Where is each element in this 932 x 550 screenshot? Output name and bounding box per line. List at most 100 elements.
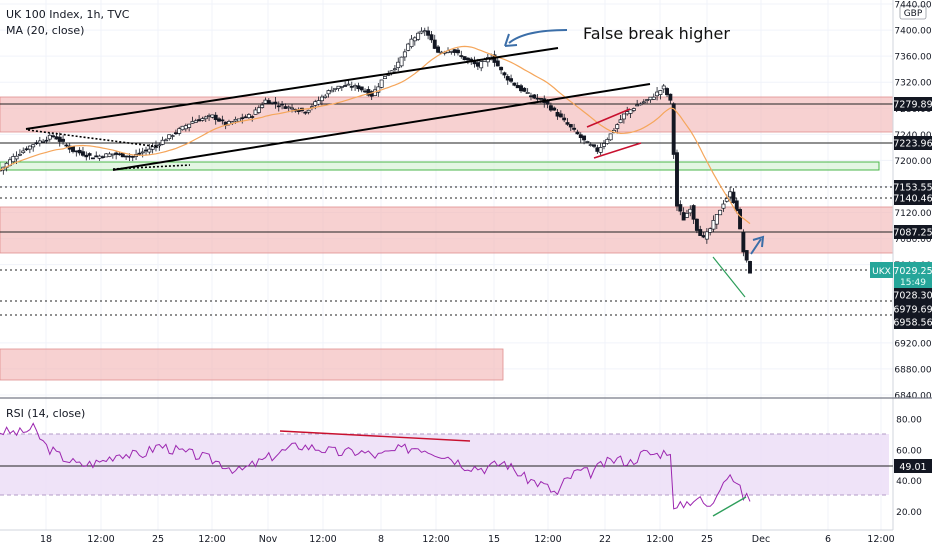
price-tick-label: 6880.00 (894, 365, 931, 375)
zone-lower (0, 348, 504, 381)
candle-body (529, 95, 533, 98)
level-tag-label: 7140.46 (893, 194, 932, 205)
candle-body (449, 50, 454, 53)
candle-body (124, 155, 129, 158)
candle-body (694, 218, 699, 231)
flag-upper-line[interactable] (586, 108, 631, 128)
candle-body (263, 99, 268, 104)
candle-body (253, 109, 258, 115)
time-tick-label: 15 (488, 534, 500, 545)
candle-body (621, 113, 626, 120)
candle-body (17, 153, 22, 156)
candle-body (671, 103, 676, 155)
candle-body (114, 152, 119, 155)
candle-body (519, 85, 523, 92)
candle-body (51, 135, 56, 138)
candle-body (104, 153, 109, 158)
candle-body (429, 34, 434, 41)
candle-body (157, 144, 162, 147)
candle-body (618, 119, 623, 124)
candle-body (356, 85, 361, 90)
candle-body (615, 124, 620, 129)
candle-body (714, 214, 719, 225)
time-tick-label: 12:00 (646, 534, 673, 545)
time-tick-label: 25 (152, 534, 164, 545)
time-tick-label: 12:00 (198, 534, 225, 545)
level-tag-label: 6958.56 (893, 318, 932, 329)
time-tick-label: 12:00 (87, 534, 114, 545)
level-tag-label: 7223.96 (893, 139, 932, 150)
candle-body (203, 116, 208, 120)
candle-body (598, 147, 603, 153)
candle-body (359, 86, 364, 91)
candle-body (180, 125, 185, 131)
annotation-text: False break higher (583, 24, 730, 43)
candle-body (575, 131, 580, 135)
candle-body (117, 153, 122, 156)
candle-body (522, 87, 527, 92)
price-divergence-line[interactable] (712, 256, 746, 298)
ma-label: MA (20, close) (6, 24, 84, 37)
flag-lower-line[interactable] (593, 142, 642, 159)
candle-body (77, 149, 82, 154)
candle-body (535, 97, 540, 100)
time-tick-label: 6 (825, 534, 831, 545)
candle-body (572, 127, 577, 130)
candle-body (160, 139, 165, 145)
candle-body (379, 79, 384, 88)
level-tag-label: 7087.25 (893, 228, 932, 239)
candle-body (605, 139, 610, 144)
current-price-tag (894, 262, 932, 288)
candle-body (595, 147, 600, 152)
price-tick-label: 7240.00 (894, 131, 931, 141)
candle-body (748, 261, 752, 274)
candle-body (210, 114, 215, 118)
candle-body (558, 113, 563, 118)
candle-body (276, 105, 281, 108)
candle-body (568, 124, 573, 128)
level-tag (894, 136, 932, 150)
current-price-value: 7029.25 (893, 266, 932, 277)
candle-body (57, 136, 62, 142)
candle-body (266, 100, 271, 104)
candle-body (555, 111, 560, 117)
bounce-arrowhead (752, 235, 765, 248)
candle-body (260, 104, 265, 108)
candle-body (90, 157, 95, 160)
rsi-label: RSI (14, close) (6, 407, 85, 420)
rsi-divergence-line[interactable] (279, 430, 471, 442)
candle-body (74, 150, 79, 153)
channel-lower-line[interactable] (112, 83, 651, 171)
candle-body (71, 145, 75, 152)
annotation-arrow[interactable] (508, 29, 568, 44)
candle-body (84, 154, 89, 158)
candle-body (286, 106, 291, 109)
candle-body (333, 87, 338, 90)
candle-body (499, 66, 504, 71)
candle-body (738, 209, 742, 230)
candle-body (64, 144, 69, 147)
candle-body (97, 155, 102, 159)
candle-body (701, 235, 706, 238)
price-tick-label: 6920.00 (894, 339, 931, 349)
channel-upper-line[interactable] (25, 47, 559, 130)
candle-body (140, 151, 145, 154)
bounce-arrow[interactable] (750, 238, 762, 255)
candle-body (11, 156, 16, 163)
candle-body (688, 208, 693, 214)
candle-body (61, 138, 66, 142)
candle-body (44, 139, 49, 142)
price-tick-label: 7440.00 (894, 1, 931, 11)
candle-body (515, 85, 520, 89)
candle-body (412, 37, 417, 42)
dotted-trend-lower[interactable] (112, 164, 191, 170)
candle-body (183, 125, 188, 130)
candle-body (608, 133, 613, 141)
candle-body (582, 135, 587, 141)
candle-body (426, 30, 431, 36)
rsi-bull-divergence-line[interactable] (712, 496, 747, 517)
time-tick-label: 12:00 (422, 534, 449, 545)
currency-box[interactable] (899, 5, 927, 20)
candle-body (562, 117, 567, 121)
